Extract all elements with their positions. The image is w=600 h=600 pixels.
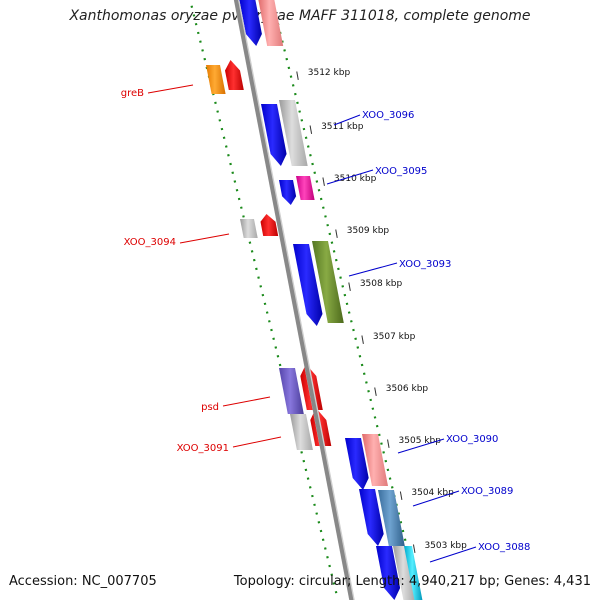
gene-label-left: greB — [121, 88, 144, 99]
tick-label: 3505 kbp — [399, 436, 442, 446]
gene-arrow — [239, 0, 262, 46]
gene-arrow — [359, 489, 384, 546]
tick-label: 3508 kbp — [360, 279, 403, 289]
leader-line — [333, 114, 361, 126]
tick-mark — [322, 177, 325, 186]
tick-label: 3504 kbp — [411, 488, 454, 498]
gene-arrow — [312, 241, 344, 323]
leader-line — [412, 490, 460, 507]
leader-line — [222, 396, 271, 407]
leader-line — [348, 262, 398, 277]
gene-features — [206, 0, 423, 600]
tick-label: 3509 kbp — [347, 226, 390, 236]
gene-arrow — [404, 546, 423, 600]
gene-label-right: XOO_3090 — [446, 434, 498, 445]
gene-label-left: XOO_3091 — [177, 443, 229, 454]
gene-arrow — [260, 214, 279, 236]
gene-label-right: XOO_3088 — [478, 542, 530, 553]
tick-label: 3510 kbp — [334, 174, 377, 184]
gene-label-right: XOO_3096 — [362, 110, 414, 121]
gene-arrow — [393, 546, 416, 600]
tick-mark — [335, 229, 338, 238]
tick-label: 3511 kbp — [321, 122, 364, 132]
gene-label-right: XOO_3089 — [461, 486, 513, 497]
leader-line — [429, 546, 477, 563]
tick-mark — [361, 335, 364, 344]
gene-arrow — [345, 438, 369, 490]
tick-mark — [348, 282, 351, 291]
leader-line — [397, 438, 445, 454]
backbone — [233, 0, 355, 600]
gene-arrow — [293, 244, 323, 326]
tick-marks: 3512 kbp 3511 kbp 3510 kbp 3509 kbp 3508 kbp… — [296, 68, 467, 553]
gene-arrow — [290, 414, 313, 450]
gene-arrow — [296, 176, 315, 200]
tick-mark — [296, 71, 299, 80]
gene-arrow — [258, 0, 284, 46]
gene-arrow — [206, 65, 226, 94]
gene-arrow — [378, 490, 405, 546]
tick-label: 3503 kbp — [424, 541, 467, 551]
leader-line — [232, 436, 282, 448]
gene-arrow — [362, 434, 388, 486]
map-title: Xanthomonas oryzae pv. oryzae MAFF 31101… — [69, 8, 531, 24]
gene-arrow — [279, 100, 308, 166]
gene-arrow — [240, 219, 258, 238]
tick-mark — [309, 125, 313, 134]
tick-mark — [412, 544, 416, 553]
tick-mark — [374, 387, 377, 396]
tick-label: 3512 kbp — [308, 68, 351, 78]
gene-arrow — [376, 546, 401, 600]
backbone-line — [233, 0, 354, 600]
gene-arrow — [279, 368, 304, 414]
gene-label-left: psd — [201, 402, 219, 413]
genome-summary-text: Topology: circular; Length: 4,940,217 bp… — [233, 574, 591, 589]
gene-label-right: XOO_3095 — [375, 166, 427, 177]
leader-line — [326, 169, 374, 185]
gene-label-right: XOO_3093 — [399, 259, 451, 270]
tick-mark — [399, 491, 403, 500]
leader-line — [147, 84, 194, 94]
tick-label: 3507 kbp — [373, 332, 416, 342]
tick-mark — [387, 439, 390, 448]
gene-arrow — [225, 60, 244, 90]
gene-arrow — [279, 180, 297, 205]
accession-text: Accession: NC_007705 — [9, 574, 157, 589]
tick-label: 3506 kbp — [386, 384, 429, 394]
gene-label-left: XOO_3094 — [124, 237, 176, 248]
leader-line — [179, 233, 230, 244]
gene-arrow — [261, 104, 287, 166]
